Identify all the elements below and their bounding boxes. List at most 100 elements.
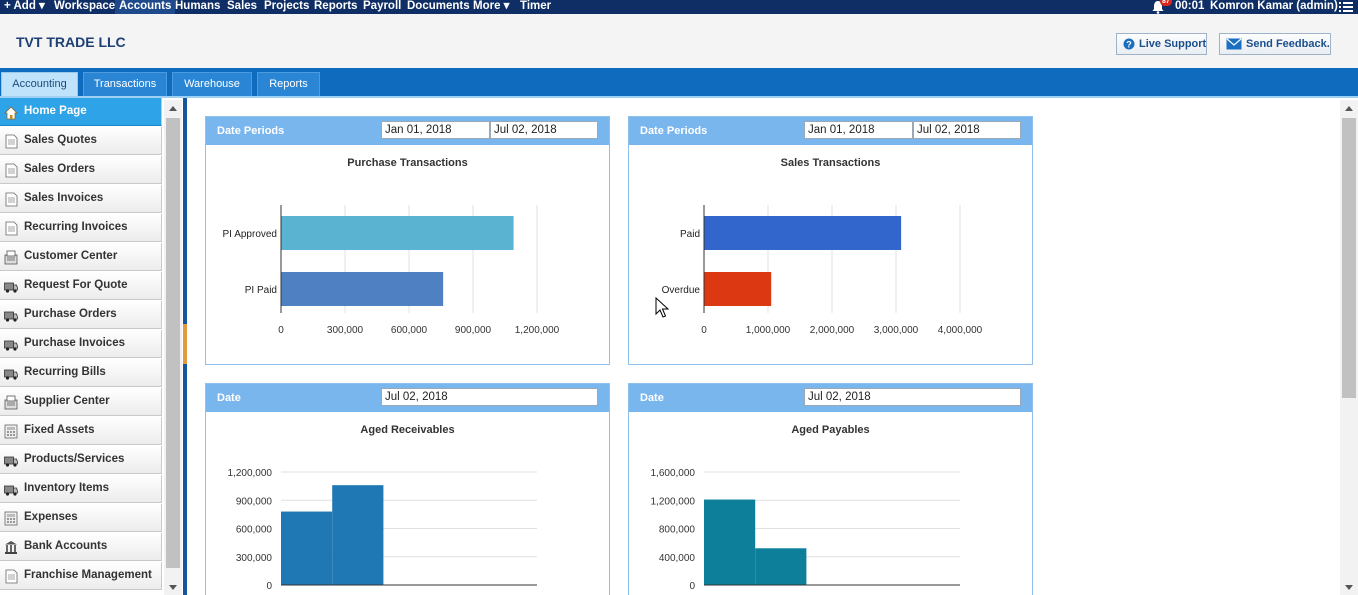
sidebar-item-label: Sales Orders	[24, 163, 95, 175]
sidebar-item-label: Purchase Orders	[24, 308, 117, 320]
sidebar-item-franchise-management[interactable]: Franchise Management	[0, 562, 162, 590]
send-feedback-button[interactable]: Send Feedback.	[1219, 33, 1331, 55]
sidebar-item-label: Franchise Management	[24, 569, 152, 581]
nav-timer[interactable]: Timer	[520, 0, 552, 12]
date-from-input[interactable]: Jan 01, 2018	[804, 121, 913, 139]
sidebar-item-label: Sales Invoices	[24, 192, 104, 204]
date-to-input[interactable]: Jul 02, 2018	[490, 121, 598, 139]
calculator-icon	[4, 511, 18, 526]
bar	[281, 272, 444, 306]
chart-title: Sales Transactions	[780, 157, 881, 169]
sidebar-item-sales-orders[interactable]: Sales Orders	[0, 156, 162, 184]
scroll-up-icon[interactable]	[1345, 106, 1353, 111]
y-tick-label: 900,000	[236, 496, 273, 507]
live-support-button[interactable]: ? Live Support	[1116, 33, 1207, 55]
date-input[interactable]: Jul 02, 2018	[804, 388, 1021, 406]
tab-accounting[interactable]: Accounting	[1, 72, 78, 96]
sidebar-item-expenses[interactable]: Expenses	[0, 504, 162, 532]
sidebar-item-label: Expenses	[24, 511, 78, 523]
home-icon	[4, 106, 18, 120]
sidebar-item-label: Bank Accounts	[24, 540, 108, 552]
date-from-input[interactable]: Jan 01, 2018	[381, 121, 490, 139]
sales-transactions-chart: 0 1,000,000 2,000,000 3,000,000 4,000,000 Pai…	[662, 205, 983, 336]
date-to-input[interactable]: Jul 02, 2018	[913, 121, 1021, 139]
sidebar-scroll-thumb[interactable]	[166, 118, 180, 568]
bank-icon	[5, 541, 17, 554]
sidebar-item-request-for-quote[interactable]: Request For Quote	[0, 272, 162, 300]
sidebar-item-products-services[interactable]: Products/Services	[0, 446, 162, 474]
sidebar-item-label: Customer Center	[24, 250, 118, 262]
main-scroll-thumb[interactable]	[1342, 118, 1356, 398]
tab-warehouse[interactable]: Warehouse	[172, 72, 252, 96]
truck-icon	[4, 369, 18, 380]
panel-header: Date Periods Jan 01, 2018 Jul 02, 2018	[629, 117, 1032, 145]
nav-sales[interactable]: Sales	[227, 0, 258, 12]
sidebar-item-bank-accounts[interactable]: Bank Accounts	[0, 533, 162, 561]
sidebar-item-home-page[interactable]: Home Page	[0, 98, 162, 126]
sidebar-item-supplier-center[interactable]: Supplier Center	[0, 388, 162, 416]
aged-receivables-panel: Date Jul 02, 2018 Aged Receivables 0 300,…	[205, 383, 610, 595]
nav-documents[interactable]: Documents	[407, 0, 470, 12]
nav-workspace[interactable]: Workspace	[54, 0, 116, 12]
y-tick-label: 0	[266, 581, 272, 592]
y-tick-label: 400,000	[659, 553, 696, 564]
sidebar-item-sales-quotes[interactable]: Sales Quotes	[0, 127, 162, 155]
sidebar-item-label: Inventory Items	[24, 482, 109, 494]
category-label: PI Paid	[245, 285, 277, 296]
nav-more[interactable]: More ▾	[473, 0, 510, 12]
scroll-down-icon[interactable]	[169, 585, 177, 590]
envelope-icon	[1226, 38, 1242, 50]
nav-add[interactable]: + Add ▾	[4, 0, 45, 12]
sidebar-item-recurring-bills[interactable]: Recurring Bills	[0, 359, 162, 387]
panel-header: Date Jul 02, 2018	[629, 384, 1032, 412]
x-tick-label: 1,200,000	[515, 325, 560, 336]
nav-reports[interactable]: Reports	[314, 0, 358, 12]
sidebar-item-recurring-invoices[interactable]: Recurring Invoices	[0, 214, 162, 242]
sidebar-item-label: Products/Services	[24, 453, 125, 465]
chart-title: Purchase Transactions	[347, 157, 468, 169]
user-name[interactable]: Komron Kamar (admin)	[1210, 0, 1338, 12]
menu-list-icon[interactable]	[1338, 0, 1354, 14]
sidebar-item-sales-invoices[interactable]: Sales Invoices	[0, 185, 162, 213]
sidebar-item-fixed-assets[interactable]: Fixed Assets	[0, 417, 162, 445]
sidebar-item-customer-center[interactable]: Customer Center	[0, 243, 162, 271]
sidebar-item-purchase-orders[interactable]: Purchase Orders	[0, 301, 162, 329]
sidebar-scrollbar[interactable]	[164, 100, 182, 595]
truck-icon	[4, 311, 18, 322]
nav-projects[interactable]: Projects	[264, 0, 310, 12]
sidebar-item-label: Supplier Center	[24, 395, 110, 407]
register-icon	[4, 395, 18, 410]
sidebar-splitter[interactable]	[183, 98, 187, 595]
notification-badge: 87	[1160, 0, 1172, 6]
panel-header: Date Jul 02, 2018	[206, 384, 609, 412]
sidebar-item-label: Recurring Bills	[24, 366, 106, 378]
category-label: PI Approved	[223, 229, 277, 240]
y-tick-label: 300,000	[236, 553, 273, 564]
nav-payroll[interactable]: Payroll	[363, 0, 402, 12]
splitter-grip[interactable]	[183, 324, 187, 364]
date-input[interactable]: Jul 02, 2018	[381, 388, 598, 406]
scroll-down-icon[interactable]	[1345, 585, 1353, 590]
purchase-transactions-panel: Date Periods Jan 01, 2018 Jul 02, 2018 P…	[205, 116, 610, 365]
bar	[704, 272, 772, 306]
sidebar-item-inventory-items[interactable]: Inventory Items	[0, 475, 162, 503]
nav-humans[interactable]: Humans	[175, 0, 221, 12]
tab-transactions[interactable]: Transactions	[83, 72, 167, 96]
sidebar-item-purchase-invoices[interactable]: Purchase Invoices	[0, 330, 162, 358]
document-icon	[5, 163, 18, 178]
bar	[332, 485, 384, 585]
panel-header: Date Periods Jan 01, 2018 Jul 02, 2018	[206, 117, 609, 145]
sidebar-item-label: Sales Quotes	[24, 134, 97, 146]
nav-accounts[interactable]: Accounts	[115, 0, 176, 14]
purchase-transactions-chart: 0 300,000 600,000 900,000 1,200,000 PI Approv…	[223, 205, 560, 336]
tab-reports[interactable]: Reports	[257, 72, 320, 96]
chart-title: Aged Payables	[791, 424, 870, 436]
sales-transactions-panel: Date Periods Jan 01, 2018 Jul 02, 2018 S…	[628, 116, 1033, 365]
x-tick-label: 2,000,000	[810, 325, 855, 336]
y-tick-label: 1,600,000	[651, 468, 696, 479]
x-tick-label: 900,000	[455, 325, 492, 336]
sidebar: Home Page Sales Quotes Sales Orders Sales I…	[0, 98, 162, 595]
scroll-up-icon[interactable]	[169, 106, 177, 111]
main-scrollbar[interactable]	[1340, 100, 1358, 595]
sidebar-item-label: Request For Quote	[24, 279, 128, 291]
